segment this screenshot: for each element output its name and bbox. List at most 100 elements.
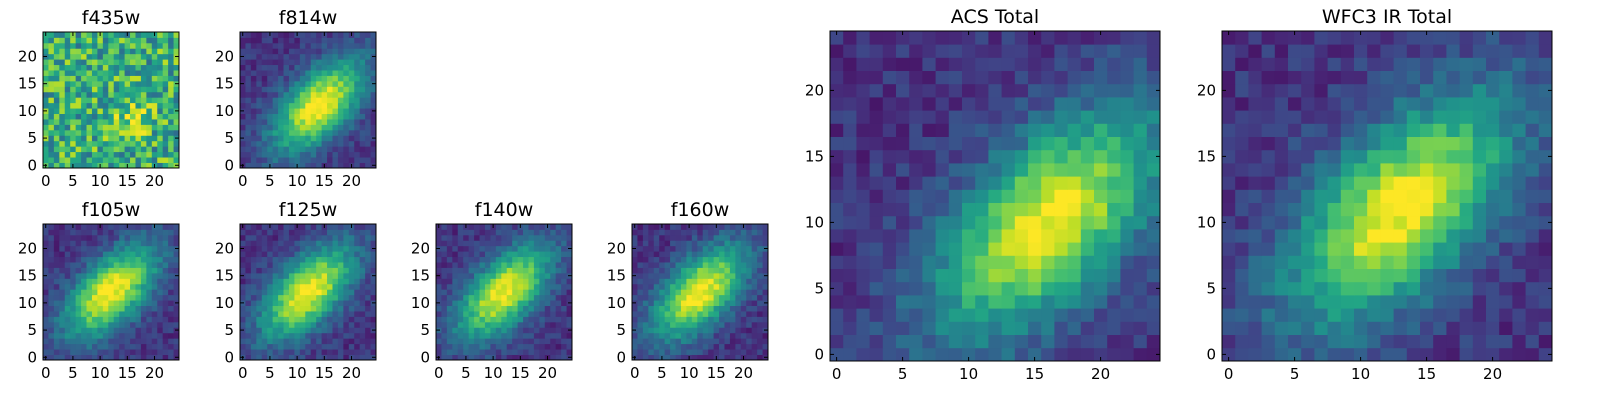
heatmap-cell [294,294,301,301]
heatmap-cell [675,343,682,350]
heatmap-cell [1340,255,1355,269]
heatmap-cell [452,278,459,285]
heatmap-cell [316,135,322,142]
heatmap-cell [288,289,295,296]
heatmap-cell [240,229,246,236]
heatmap-cell [935,97,950,111]
heatmap-cell [642,332,649,339]
heatmap-cell [975,242,989,256]
heatmap-cell [43,70,49,76]
heatmap-cell [102,59,109,66]
heatmap-cell [648,229,655,236]
heatmap-cell [948,242,963,256]
y-tick-label: 0 [224,348,234,366]
heatmap-cell [343,349,350,355]
heatmap-cell [151,91,158,98]
heatmap-cell [332,42,339,49]
heatmap-cell [533,354,540,361]
heatmap-cell [1107,334,1121,349]
heatmap-cell [948,189,963,203]
heatmap-cell [896,83,910,98]
heatmap-cell [490,245,497,252]
heatmap-cell [1146,83,1161,98]
heatmap-cell [691,278,698,285]
heatmap-cell [1261,215,1276,230]
heatmap-cell [108,283,115,290]
heatmap-cell [278,42,284,49]
heatmap-cell [896,308,910,322]
heatmap-cell [550,278,557,285]
heatmap-cell [664,267,671,274]
heatmap-cell [91,300,98,306]
heatmap-cell [664,272,671,279]
heatmap-cell [1525,334,1540,349]
heatmap-cell [843,347,857,362]
heatmap-cell [250,113,257,120]
heatmap-cell [43,332,49,339]
heatmap-cell [310,349,317,355]
heatmap-cell [762,338,769,345]
heatmap-cell [523,300,529,306]
heatmap-cell [566,283,573,290]
heatmap-cell [1120,255,1134,269]
heatmap-cell [294,251,301,258]
heatmap-cell [1146,149,1161,164]
heatmap-cell [135,86,142,93]
heatmap-cell [637,245,644,252]
heatmap-cell [1433,202,1447,217]
heatmap-cell [909,242,923,256]
heatmap-cell [686,294,693,301]
heatmap-cell [948,281,963,296]
heatmap-cell [463,316,470,323]
heatmap-cell [245,245,252,252]
heatmap-cell [1446,321,1460,335]
heatmap-cell [1094,334,1108,349]
heatmap-cell [935,110,950,124]
heatmap-cell [86,59,93,66]
heatmap-cell [1235,163,1249,177]
heatmap-cell [550,272,557,279]
heatmap-cell [452,234,459,241]
heatmap-cell [446,338,453,345]
heatmap-cell [245,59,252,66]
heatmap-cell [162,86,169,93]
heatmap-cell [113,32,120,38]
heatmap-cell [506,354,513,361]
heatmap-cell [370,146,377,153]
heatmap-cell [909,97,923,111]
heatmap-cell [664,321,671,328]
heatmap-cell [1080,97,1095,111]
heatmap-cell [240,102,246,109]
heatmap-cell [1261,281,1276,296]
heatmap-cell [975,97,989,111]
heatmap-cell [670,294,676,301]
heatmap-cell [664,300,671,306]
heatmap-cell [146,97,153,104]
heatmap-cell [740,256,747,263]
heatmap-cell [468,289,475,296]
heatmap-cell [130,42,136,49]
heatmap-cell [975,57,989,71]
heatmap-cell [256,354,263,361]
heatmap-cell [70,240,77,247]
heatmap-cell [830,334,844,349]
heatmap-cell [157,157,164,163]
heatmap-cell [1094,163,1108,177]
heatmap-cell [1406,347,1421,362]
heatmap-cell [359,338,366,345]
heatmap-cell [81,48,87,55]
heatmap-cell [119,108,125,114]
heatmap-cell [1001,308,1016,322]
heatmap-cell [713,245,720,252]
heatmap-cell [365,86,371,93]
heatmap-cell [740,327,747,334]
heatmap-cell [151,113,158,120]
heatmap-cell [250,157,257,163]
heatmap-cell [283,272,290,279]
heatmap-cell [528,256,535,263]
heatmap-cell [484,224,491,230]
heatmap-cell [343,229,350,236]
heatmap-cell [70,75,77,82]
heatmap-cell [343,283,350,290]
heatmap-cell [1080,215,1095,230]
